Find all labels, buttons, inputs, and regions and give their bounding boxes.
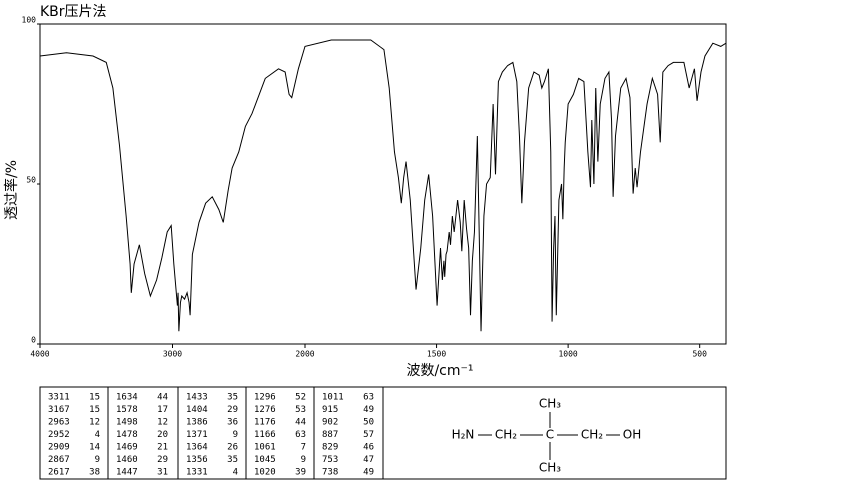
peak-wavenumber: 1433 xyxy=(186,393,208,403)
peak-wavenumber: 1469 xyxy=(116,443,138,453)
peak-transmittance: 12 xyxy=(89,418,100,428)
peak-wavenumber: 1634 xyxy=(116,393,138,403)
x-axis-label: 波数/cm⁻¹ xyxy=(406,363,473,379)
x-tick-label: 500 xyxy=(692,350,707,359)
chart-title: KBr压片法 xyxy=(40,4,107,20)
peak-transmittance: 15 xyxy=(89,393,100,403)
peak-wavenumber: 1478 xyxy=(116,430,138,440)
peak-transmittance: 49 xyxy=(363,468,374,478)
peak-transmittance: 21 xyxy=(157,443,168,453)
peak-transmittance: 15 xyxy=(89,405,100,415)
y-tick-label: 50 xyxy=(26,176,36,185)
peak-wavenumber: 1578 xyxy=(116,405,138,415)
peak-wavenumber: 3167 xyxy=(48,405,70,415)
peak-wavenumber: 1404 xyxy=(186,405,208,415)
peak-wavenumber: 1045 xyxy=(254,455,276,465)
peak-wavenumber: 1331 xyxy=(186,468,208,478)
peak-transmittance: 29 xyxy=(157,455,168,465)
peak-wavenumber: 738 xyxy=(322,468,338,478)
peak-wavenumber: 887 xyxy=(322,430,338,440)
structure-label: H₂N xyxy=(452,428,475,442)
peak-transmittance: 53 xyxy=(295,405,306,415)
peak-transmittance: 29 xyxy=(227,405,238,415)
structure-label: CH₃ xyxy=(539,397,561,411)
x-tick-label: 2000 xyxy=(295,350,314,359)
structure: CH₃ H₂N CH₂ C CH₂ OH CH₃ xyxy=(452,397,642,475)
peak-transmittance: 35 xyxy=(227,393,238,403)
peak-transmittance: 9 xyxy=(95,455,100,465)
peak-wavenumber: 1356 xyxy=(186,455,208,465)
peak-transmittance: 12 xyxy=(157,418,168,428)
peak-transmittance: 36 xyxy=(227,418,238,428)
peak-wavenumber: 1371 xyxy=(186,430,208,440)
peak-transmittance: 46 xyxy=(363,443,374,453)
peak-transmittance: 26 xyxy=(227,443,238,453)
peak-transmittance: 31 xyxy=(157,468,168,478)
peak-transmittance: 44 xyxy=(295,418,306,428)
y-tick-label: 0 xyxy=(31,336,36,345)
peak-wavenumber: 2909 xyxy=(48,443,70,453)
peak-transmittance: 4 xyxy=(233,468,238,478)
peak-transmittance: 63 xyxy=(295,430,306,440)
peak-transmittance: 52 xyxy=(295,393,306,403)
peak-wavenumber: 1061 xyxy=(254,443,276,453)
peak-wavenumber: 1447 xyxy=(116,468,138,478)
peak-wavenumber: 1166 xyxy=(254,430,276,440)
peak-wavenumber: 2952 xyxy=(48,430,70,440)
peak-wavenumber: 1364 xyxy=(186,443,208,453)
peak-wavenumber: 1011 xyxy=(322,393,344,403)
peak-transmittance: 47 xyxy=(363,455,374,465)
structure-label: CH₂ xyxy=(581,428,603,442)
peak-transmittance: 35 xyxy=(227,455,238,465)
peak-transmittance: 38 xyxy=(89,468,100,478)
structure-label: C xyxy=(546,428,554,442)
x-tick-label: 1500 xyxy=(427,350,446,359)
peak-transmittance: 50 xyxy=(363,418,374,428)
peak-wavenumber: 2963 xyxy=(48,418,70,428)
peak-wavenumber: 1020 xyxy=(254,468,276,478)
peak-wavenumber: 915 xyxy=(322,405,338,415)
peak-transmittance: 9 xyxy=(233,430,238,440)
peak-transmittance: 20 xyxy=(157,430,168,440)
structure-label: OH xyxy=(623,428,641,442)
peak-wavenumber: 2617 xyxy=(48,468,70,478)
peak-transmittance: 39 xyxy=(295,468,306,478)
peak-wavenumber: 1460 xyxy=(116,455,138,465)
peak-transmittance: 14 xyxy=(89,443,100,453)
peak-wavenumber: 1296 xyxy=(254,393,276,403)
y-axis-label: 透过率/% xyxy=(3,160,20,220)
structure-label: CH₃ xyxy=(539,461,561,475)
peak-wavenumber: 3311 xyxy=(48,393,70,403)
plot-frame xyxy=(39,23,727,345)
peak-wavenumber: 1498 xyxy=(116,418,138,428)
peak-wavenumber: 753 xyxy=(322,455,338,465)
peak-transmittance: 4 xyxy=(95,430,100,440)
x-tick-label: 1000 xyxy=(558,350,577,359)
peak-transmittance: 9 xyxy=(301,455,306,465)
y-tick-label: 100 xyxy=(22,16,37,25)
peak-transmittance: 44 xyxy=(157,393,168,403)
peak-wavenumber: 902 xyxy=(322,418,338,428)
peak-transmittance: 57 xyxy=(363,430,374,440)
peak-wavenumber: 1386 xyxy=(186,418,208,428)
peak-transmittance: 17 xyxy=(157,405,168,415)
peak-wavenumber: 1176 xyxy=(254,418,276,428)
x-tick-label: 3000 xyxy=(163,350,182,359)
peak-transmittance: 7 xyxy=(301,443,306,453)
spectrum-line xyxy=(39,39,727,332)
peak-transmittance: 63 xyxy=(363,393,374,403)
peak-wavenumber: 829 xyxy=(322,443,338,453)
structure-label: CH₂ xyxy=(495,428,517,442)
x-tick-label: 4000 xyxy=(30,350,49,359)
peak-transmittance: 49 xyxy=(363,405,374,415)
peak-wavenumber: 2867 xyxy=(48,455,70,465)
peak-wavenumber: 1276 xyxy=(254,405,276,415)
